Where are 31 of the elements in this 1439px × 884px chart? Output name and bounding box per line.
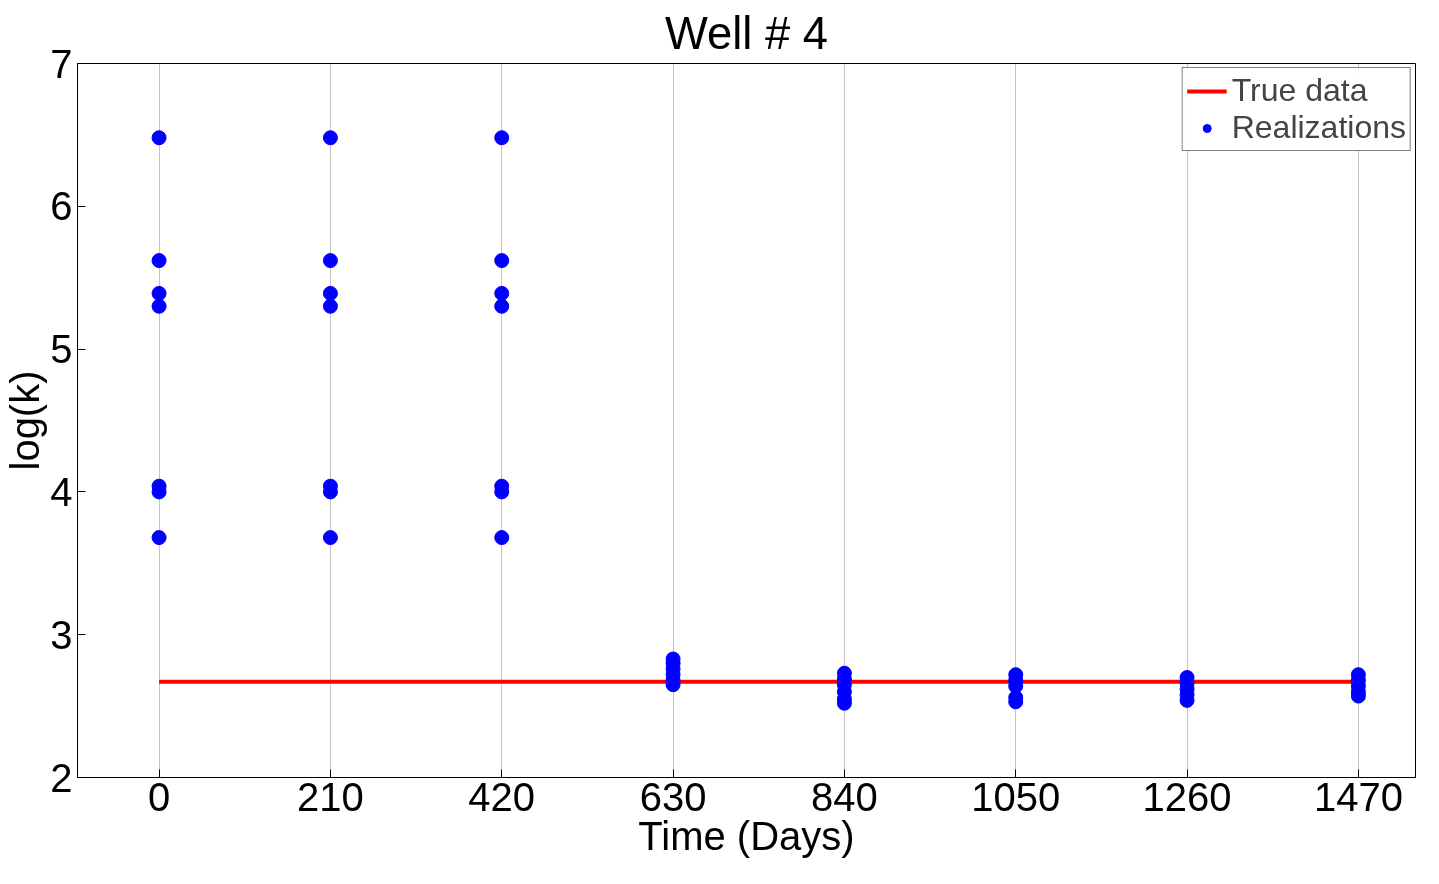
point [494, 285, 510, 301]
point [322, 530, 338, 546]
x-tick-label: 1470 [1313, 774, 1403, 819]
point [322, 130, 338, 146]
point [151, 285, 167, 301]
x-tick-label: 0 [147, 774, 171, 819]
point [151, 530, 167, 546]
point [494, 253, 510, 269]
y-tick-label: 4 [50, 469, 73, 514]
chart-title: Well # 4 [665, 7, 828, 59]
point [322, 253, 338, 269]
point [322, 298, 338, 314]
x-tick-label: 1260 [1142, 774, 1232, 819]
legend-label: True data [1231, 72, 1368, 109]
y-tick-label: 7 [50, 41, 73, 86]
point [322, 285, 338, 301]
y-tick-label: 2 [50, 755, 73, 800]
x-tick-label: 1050 [971, 774, 1061, 819]
point [151, 253, 167, 269]
point [494, 130, 510, 146]
point [151, 130, 167, 146]
x-tick-label: 210 [297, 774, 364, 819]
point [151, 298, 167, 314]
x-tick-label: 420 [468, 774, 536, 819]
y-tick-label: 3 [50, 612, 73, 657]
point [494, 530, 510, 546]
y-axis-title: log(k) [3, 370, 48, 471]
point [494, 298, 510, 314]
y-tick-label: 5 [50, 327, 73, 372]
legend-label: Realizations [1231, 109, 1406, 146]
y-tick-label: 6 [50, 184, 73, 229]
